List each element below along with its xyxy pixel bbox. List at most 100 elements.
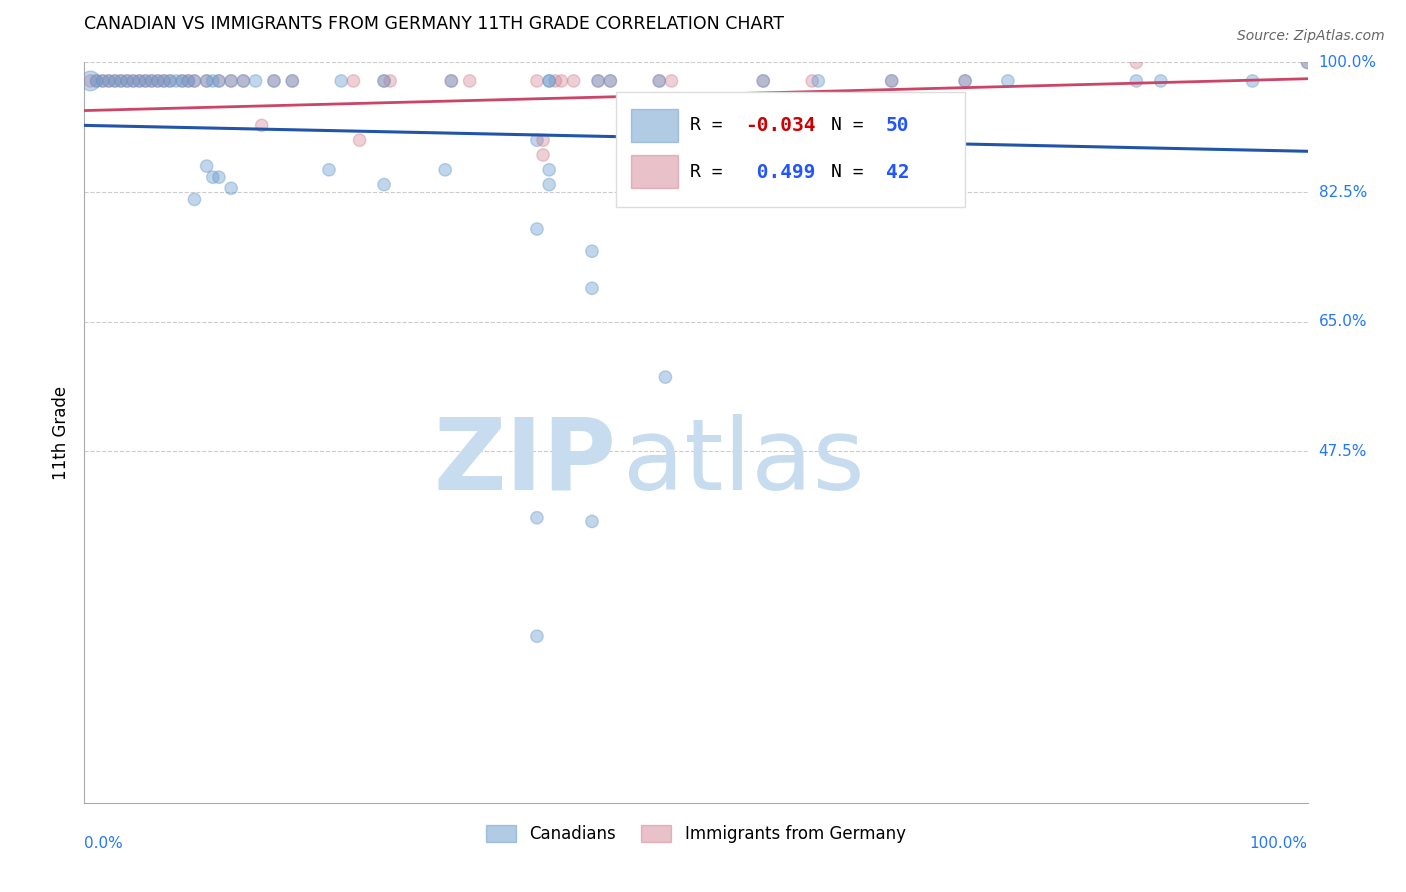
Point xyxy=(141,74,163,88)
Point xyxy=(373,178,395,192)
Text: 82.5%: 82.5% xyxy=(1319,185,1367,200)
Text: 0.499: 0.499 xyxy=(745,162,815,181)
Point xyxy=(373,74,395,88)
Point xyxy=(110,74,132,88)
Point xyxy=(91,74,114,88)
Point xyxy=(115,74,138,88)
Point xyxy=(434,162,457,177)
Point xyxy=(581,515,603,529)
Point xyxy=(531,133,554,147)
Text: ZIP: ZIP xyxy=(433,414,616,511)
Point xyxy=(245,74,267,88)
Text: N =: N = xyxy=(831,116,863,135)
Point xyxy=(232,74,254,88)
Point xyxy=(599,74,621,88)
Point xyxy=(1296,55,1319,70)
Point xyxy=(177,74,200,88)
Text: 47.5%: 47.5% xyxy=(1319,443,1367,458)
Point xyxy=(648,74,671,88)
Point xyxy=(86,74,108,88)
Point xyxy=(550,74,572,88)
Point xyxy=(219,74,242,88)
Point xyxy=(586,74,609,88)
Point xyxy=(373,74,395,88)
Point xyxy=(172,74,194,88)
Point xyxy=(97,74,120,88)
Point xyxy=(1125,74,1147,88)
Point xyxy=(110,74,132,88)
Point xyxy=(318,162,340,177)
Point xyxy=(165,74,187,88)
Point xyxy=(208,170,231,185)
Point xyxy=(752,74,775,88)
Point xyxy=(195,159,218,173)
Point xyxy=(263,74,285,88)
Point xyxy=(538,178,561,192)
Point xyxy=(440,74,463,88)
Text: CANADIAN VS IMMIGRANTS FROM GERMANY 11TH GRADE CORRELATION CHART: CANADIAN VS IMMIGRANTS FROM GERMANY 11TH… xyxy=(84,15,785,33)
Text: 100.0%: 100.0% xyxy=(1250,836,1308,851)
Text: 100.0%: 100.0% xyxy=(1319,55,1376,70)
Point xyxy=(581,281,603,295)
Point xyxy=(159,74,181,88)
Point xyxy=(538,162,561,177)
Point xyxy=(104,74,127,88)
Point xyxy=(807,74,830,88)
Point xyxy=(141,74,163,88)
Text: Source: ZipAtlas.com: Source: ZipAtlas.com xyxy=(1237,29,1385,43)
Point xyxy=(128,74,150,88)
Text: 65.0%: 65.0% xyxy=(1319,314,1367,329)
Point xyxy=(128,74,150,88)
Point xyxy=(752,74,775,88)
Point xyxy=(219,181,242,195)
Point xyxy=(1150,74,1173,88)
Point xyxy=(654,370,676,384)
Point xyxy=(219,74,242,88)
Point xyxy=(122,74,145,88)
Point xyxy=(458,74,481,88)
Point xyxy=(648,74,671,88)
Point xyxy=(281,74,304,88)
Point xyxy=(183,193,205,207)
Point xyxy=(232,74,254,88)
Text: 42: 42 xyxy=(886,162,910,181)
Point xyxy=(531,148,554,162)
Y-axis label: 11th Grade: 11th Grade xyxy=(52,385,70,480)
Point xyxy=(79,74,101,88)
Point xyxy=(526,222,548,236)
Point xyxy=(208,74,231,88)
Point xyxy=(135,74,157,88)
Point xyxy=(159,74,181,88)
Point xyxy=(586,74,609,88)
FancyBboxPatch shape xyxy=(631,155,678,188)
Point xyxy=(526,133,548,147)
Point xyxy=(172,74,194,88)
Point xyxy=(1241,74,1264,88)
Point xyxy=(153,74,176,88)
Text: atlas: atlas xyxy=(623,414,865,511)
Point xyxy=(526,74,548,88)
Point xyxy=(538,74,561,88)
Point xyxy=(79,74,101,88)
Point xyxy=(146,74,169,88)
Point xyxy=(201,170,224,185)
Point xyxy=(380,74,402,88)
Text: 50: 50 xyxy=(886,116,910,135)
Point xyxy=(97,74,120,88)
Point xyxy=(440,74,463,88)
Legend: Canadians, Immigrants from Germany: Canadians, Immigrants from Germany xyxy=(479,819,912,850)
Point xyxy=(581,244,603,259)
Point xyxy=(115,74,138,88)
FancyBboxPatch shape xyxy=(631,109,678,143)
Point xyxy=(1125,55,1147,70)
Point xyxy=(183,74,205,88)
Point xyxy=(1296,55,1319,70)
Point xyxy=(599,74,621,88)
Point xyxy=(91,74,114,88)
Text: -0.034: -0.034 xyxy=(745,116,815,135)
Text: N =: N = xyxy=(831,163,863,181)
Point xyxy=(330,74,353,88)
Point xyxy=(953,74,976,88)
Point xyxy=(544,74,567,88)
Point xyxy=(538,74,561,88)
